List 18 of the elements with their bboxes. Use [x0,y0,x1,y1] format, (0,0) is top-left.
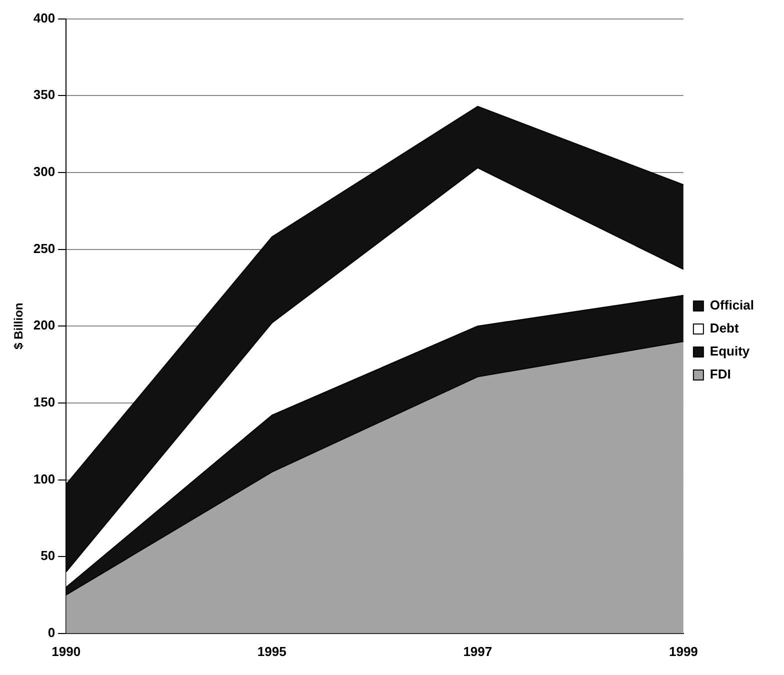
x-tick-label: 1990 [52,644,81,659]
y-tick-label: 150 [33,394,56,410]
legend-label: Debt [710,320,740,336]
y-tick-label: 400 [33,10,56,26]
legend-label: Equity [710,344,750,359]
y-axis-title: $ Billion [12,302,26,350]
y-tick-label: 50 [40,548,56,564]
x-tick-label: 1997 [463,644,492,659]
x-tick-label: 1999 [668,644,698,659]
y-tick-label: 250 [33,240,56,256]
y-tick-label: 350 [33,87,56,102]
x-tick-label: 1995 [257,644,286,659]
y-tick-label: 100 [33,471,56,486]
y-tick-label: 200 [33,318,56,333]
y-tick-label: 300 [33,164,56,180]
y-tick-label: 0 [48,624,56,640]
legend-label: FDI [710,366,731,382]
legend-label: Official [710,298,754,313]
